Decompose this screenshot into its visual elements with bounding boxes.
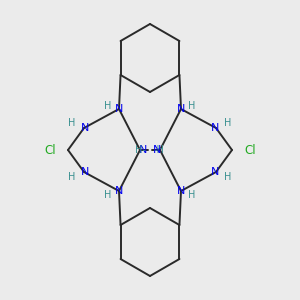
- Text: N: N: [139, 145, 147, 155]
- Text: -H: -H: [154, 145, 165, 155]
- Text: H: H: [224, 118, 232, 128]
- Text: H: H: [68, 172, 76, 182]
- Text: H: H: [104, 101, 112, 111]
- Text: N: N: [211, 167, 219, 177]
- Text: N: N: [211, 123, 219, 133]
- Text: H: H: [224, 172, 232, 182]
- Text: H: H: [188, 190, 196, 200]
- Text: Cl: Cl: [44, 143, 56, 157]
- Text: N: N: [81, 167, 89, 177]
- Text: N: N: [177, 104, 185, 114]
- Text: H: H: [68, 118, 76, 128]
- Text: N: N: [115, 186, 123, 196]
- Text: N: N: [177, 186, 185, 196]
- Text: H: H: [188, 101, 196, 111]
- Text: N: N: [115, 104, 123, 114]
- Text: N: N: [81, 123, 89, 133]
- Text: Cl: Cl: [244, 143, 256, 157]
- Text: H: H: [104, 190, 112, 200]
- Text: N: N: [153, 145, 161, 155]
- Text: H-: H-: [135, 145, 146, 155]
